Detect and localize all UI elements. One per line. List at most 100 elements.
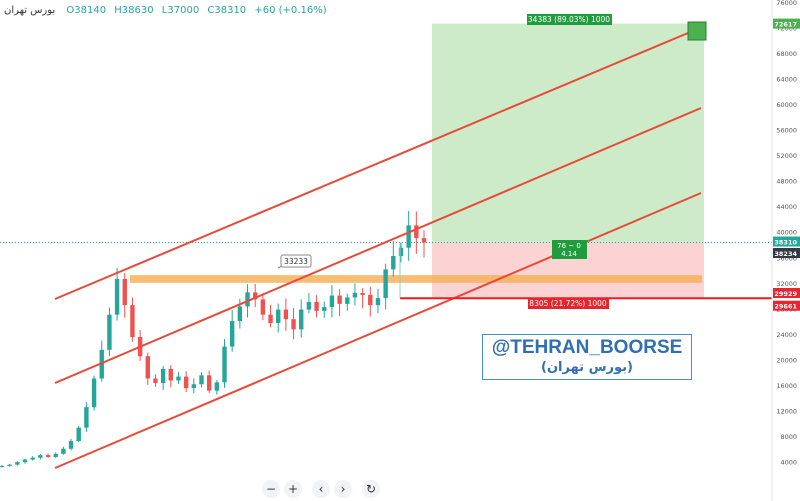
candle-body bbox=[360, 293, 365, 295]
y-tick-label: 44000 bbox=[776, 203, 797, 211]
ratio-label-2: 4.14 bbox=[561, 250, 577, 258]
candle-body bbox=[191, 384, 197, 389]
y-tick-label: 64000 bbox=[776, 76, 797, 84]
y-tick-label: 56000 bbox=[776, 127, 797, 135]
y-tick-label: 4000 bbox=[780, 458, 797, 466]
y-tick-label: 24000 bbox=[776, 331, 797, 339]
candle-body bbox=[322, 307, 327, 311]
candle-body bbox=[22, 459, 28, 463]
candle-body bbox=[260, 299, 266, 315]
candle-body bbox=[160, 368, 166, 383]
candle-body bbox=[183, 376, 189, 389]
candle-body bbox=[229, 321, 235, 347]
candle-body bbox=[45, 455, 51, 458]
candle-body bbox=[15, 462, 20, 465]
candle-body bbox=[329, 295, 335, 308]
candle-body bbox=[337, 295, 342, 304]
y-tick-label: 68000 bbox=[776, 50, 797, 58]
price-badge-label-last: 38310 bbox=[774, 239, 797, 247]
y-tick-label: 40000 bbox=[776, 229, 797, 237]
channel-line-1[interactable] bbox=[54, 32, 689, 300]
support-band bbox=[130, 275, 702, 283]
price-badge-label-stop: 29661 bbox=[774, 303, 797, 311]
candle-body bbox=[421, 238, 427, 243]
ratio-label-box bbox=[552, 240, 587, 259]
candle-body bbox=[130, 305, 135, 338]
candle-body bbox=[153, 378, 158, 383]
peak-callout-box bbox=[280, 254, 312, 268]
ratio-label-1: 76 ~ 0 bbox=[557, 242, 581, 250]
reset-chart-button[interactable]: ↻ bbox=[362, 480, 380, 498]
y-tick-label: 20000 bbox=[776, 356, 797, 364]
y-tick-label: 76000 bbox=[776, 0, 797, 7]
peak-label: 33233 bbox=[284, 257, 308, 266]
y-tick-label: 52000 bbox=[776, 152, 797, 160]
scroll-forward-button[interactable]: › bbox=[334, 480, 352, 498]
y-tick-label: 36000 bbox=[776, 254, 797, 262]
candle-body bbox=[38, 455, 43, 458]
zoom-in-button[interactable]: + bbox=[284, 480, 302, 498]
watermark-name: (بورس تهران) bbox=[541, 360, 633, 375]
profit-label: 34383 (89.03%) 1000 bbox=[528, 15, 610, 24]
candle-body bbox=[114, 278, 120, 315]
candle-body bbox=[352, 293, 358, 298]
y-tick-label: 16000 bbox=[776, 382, 797, 390]
y-tick-label: 60000 bbox=[776, 101, 797, 109]
candle-body bbox=[306, 301, 312, 310]
channel-line-2[interactable] bbox=[54, 107, 702, 384]
candle-body bbox=[414, 225, 419, 239]
candle-body bbox=[291, 319, 296, 330]
candle-body bbox=[0, 465, 5, 467]
candle-body bbox=[237, 306, 243, 322]
candle-body bbox=[30, 457, 35, 460]
candle-body bbox=[168, 368, 173, 381]
candle-body bbox=[91, 378, 97, 408]
candle-body bbox=[345, 297, 350, 304]
scroll-back-button[interactable]: ‹ bbox=[312, 480, 330, 498]
profit-zone bbox=[432, 23, 704, 243]
chart-legend: بورس تهران O38140 H38630 L37000 C38310 +… bbox=[4, 5, 332, 16]
y-tick-label: 32000 bbox=[776, 280, 797, 288]
candle-body bbox=[299, 309, 304, 330]
channel-line-3[interactable] bbox=[54, 192, 702, 469]
price-badge-label-entry_band: 29929 bbox=[774, 290, 797, 298]
candle-body bbox=[314, 301, 319, 311]
candle-body bbox=[145, 356, 150, 379]
price-badge-entry_band bbox=[773, 288, 800, 299]
price-badge-label-target: 72617 bbox=[774, 21, 797, 29]
candle-body bbox=[76, 427, 81, 442]
candle-body bbox=[206, 375, 212, 391]
profit-label-box bbox=[527, 14, 612, 25]
candle-body bbox=[283, 309, 289, 320]
candle-body bbox=[53, 453, 58, 458]
candle-body bbox=[7, 464, 12, 466]
candle-body bbox=[84, 407, 89, 428]
low-value: L37000 bbox=[161, 5, 200, 16]
candle-body bbox=[391, 255, 396, 270]
target-handle[interactable] bbox=[687, 21, 707, 41]
candle-body bbox=[61, 448, 66, 454]
candle-body bbox=[176, 376, 181, 381]
candle-body bbox=[222, 346, 227, 383]
y-tick-label: 8000 bbox=[780, 433, 797, 441]
price-badge-prev_close bbox=[773, 248, 800, 259]
change-value: +60 (+0.16%) bbox=[254, 5, 327, 16]
open-value: O38140 bbox=[66, 5, 107, 16]
high-value: H38630 bbox=[114, 5, 154, 16]
zoom-out-button[interactable]: − bbox=[262, 480, 280, 498]
y-tick-label: 12000 bbox=[776, 407, 797, 415]
channel-watermark: @TEHRAN_BOORSE (بورس تهران) bbox=[482, 334, 692, 380]
candle-body bbox=[375, 298, 381, 306]
candle-body bbox=[368, 294, 373, 306]
price-badge-last bbox=[773, 236, 800, 247]
watermark-handle: @TEHRAN_BOORSE bbox=[491, 337, 683, 358]
candle-body bbox=[253, 292, 258, 300]
price-badge-label-prev_close: 38234 bbox=[774, 250, 797, 258]
candle-body bbox=[245, 292, 250, 307]
candle-body bbox=[406, 225, 411, 248]
y-tick-label: 48000 bbox=[776, 178, 797, 186]
symbol-name: بورس تهران bbox=[4, 5, 56, 16]
candle-body bbox=[276, 309, 281, 323]
price-badge-stop bbox=[773, 300, 800, 311]
